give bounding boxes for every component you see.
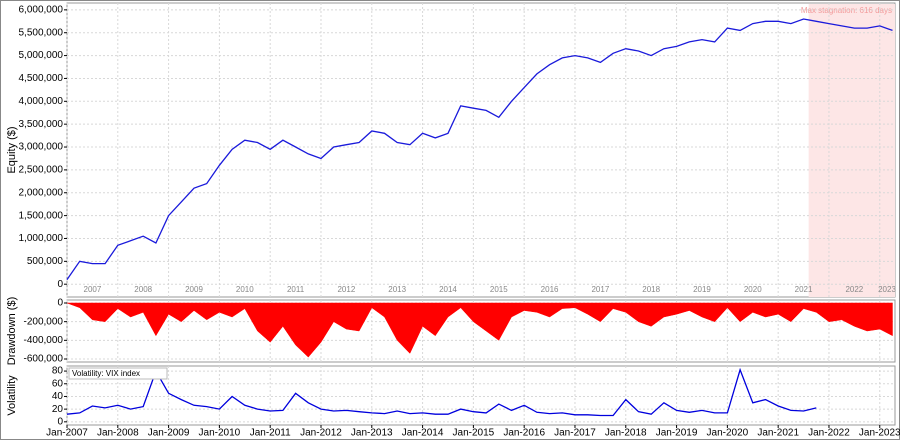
y-tick-label: -600,000 xyxy=(24,354,64,365)
x-tick-label: Jan-2020 xyxy=(707,428,749,439)
y-tick-label: 3,500,000 xyxy=(19,119,64,130)
y-tick-label: 40 xyxy=(52,391,64,402)
year-label: 2018 xyxy=(642,285,660,294)
year-label: 2016 xyxy=(541,285,559,294)
x-tick-label: Jan-2013 xyxy=(351,428,393,439)
y-tick-label: 5,000,000 xyxy=(19,50,64,61)
y-tick-label: 500,000 xyxy=(27,256,64,267)
series-line xyxy=(66,367,817,417)
x-tick-label: Jan-2021 xyxy=(757,428,799,439)
x-tick-label: Jan-2011 xyxy=(250,428,291,439)
y-tick-label: 60 xyxy=(52,378,64,389)
legend-label: Volatility: VIX index xyxy=(72,369,140,378)
y-tick-label: 4,000,000 xyxy=(19,96,64,107)
year-label: 2008 xyxy=(134,285,152,294)
x-tick-label: Jan-2010 xyxy=(199,428,241,439)
x-tick-label: Jan-2016 xyxy=(503,428,545,439)
x-tick-label: Jan-2009 xyxy=(148,428,190,439)
y-tick-label: 1,500,000 xyxy=(19,210,64,221)
y-tick-label: 6,000,000 xyxy=(19,4,64,15)
year-label: 2019 xyxy=(693,285,711,294)
y-tick-label: -400,000 xyxy=(24,335,64,346)
y-axis-label: Drawdown ($) xyxy=(6,297,18,365)
x-tick-label: Jan-2022 xyxy=(808,428,850,439)
y-axis-label: Equity ($) xyxy=(6,126,18,173)
x-tick-label: Jan-2007 xyxy=(46,428,88,439)
y-tick-label: 0 xyxy=(57,279,63,290)
y-tick-label: 0 xyxy=(57,298,63,309)
y-tick-label: 1,000,000 xyxy=(19,233,64,244)
x-tick-label: Jan-2018 xyxy=(605,428,647,439)
x-tick-label: Jan-2012 xyxy=(300,428,342,439)
y-tick-label: 5,500,000 xyxy=(19,27,64,38)
x-tick-label: Jan-2019 xyxy=(656,428,698,439)
plot-area xyxy=(66,365,896,426)
y-tick-label: 0 xyxy=(57,416,63,427)
y-tick-label: 20 xyxy=(52,404,64,415)
y-tick-label: -200,000 xyxy=(24,316,64,327)
series-line xyxy=(66,18,893,280)
x-tick-label: Jan-2014 xyxy=(402,428,444,439)
year-label: 2015 xyxy=(490,285,508,294)
y-tick-label: 2,000,000 xyxy=(19,187,64,198)
year-label: 2010 xyxy=(236,285,254,294)
year-label: 2017 xyxy=(591,285,609,294)
year-label: 2022 xyxy=(845,285,863,294)
x-tick-label: Jan-2017 xyxy=(554,428,596,439)
year-label: 2007 xyxy=(84,285,102,294)
legend-box xyxy=(68,367,168,380)
x-tick-label: Jan-2008 xyxy=(97,428,139,439)
x-tick-label: Jan-2015 xyxy=(453,428,495,439)
year-label: 2012 xyxy=(337,285,355,294)
plot-area xyxy=(66,2,896,298)
year-label: 2014 xyxy=(439,285,457,294)
stagnation-label: Max stagnation: 616 days xyxy=(801,6,892,15)
drawdown-area xyxy=(66,302,893,358)
year-label: 2011 xyxy=(287,285,305,294)
year-label: 2013 xyxy=(388,285,406,294)
year-label: 2009 xyxy=(185,285,203,294)
y-tick-label: 3,000,000 xyxy=(19,142,64,153)
y-tick-label: 4,500,000 xyxy=(19,73,64,84)
y-axis-label: Volatility xyxy=(6,375,18,416)
y-tick-label: 80 xyxy=(52,366,64,377)
year-label: 2021 xyxy=(795,285,813,294)
year-label: 2023 xyxy=(878,285,896,294)
x-tick-label: Jan-2023 xyxy=(859,428,900,439)
year-label: 2020 xyxy=(744,285,762,294)
y-tick-label: 2,500,000 xyxy=(19,165,64,176)
stagnation-shade xyxy=(808,4,895,297)
